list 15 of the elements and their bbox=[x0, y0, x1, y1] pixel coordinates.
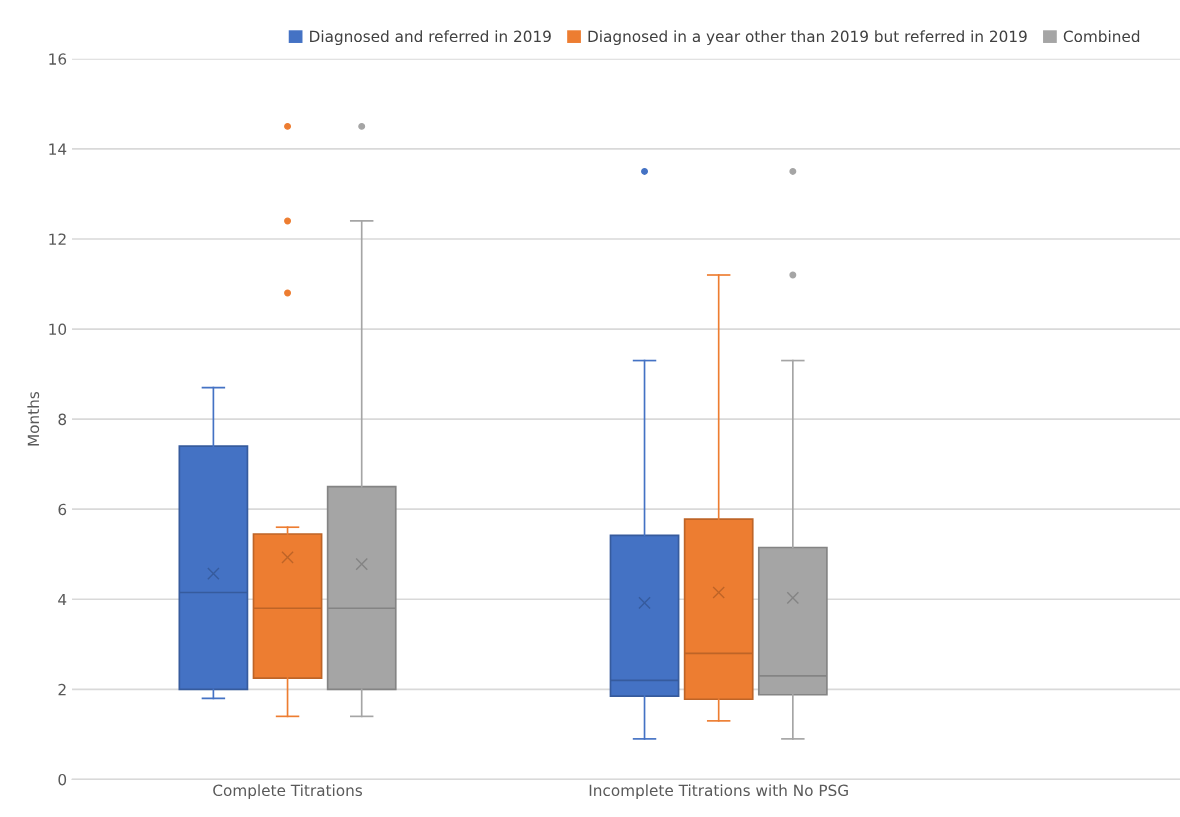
legend-label: Diagnosed and referred in 2019 bbox=[310, 30, 551, 46]
x-tick-label: Incomplete Titrations with No PSG bbox=[589, 784, 848, 800]
y-tick-label: 6 bbox=[58, 503, 67, 516]
y-tick-label: 0 bbox=[58, 773, 67, 786]
y-tick-label: 12 bbox=[49, 233, 66, 245]
x-tick-label: Complete Titrations bbox=[213, 784, 363, 800]
y-tick-label: 8 bbox=[58, 413, 67, 426]
y-tick-label: 16 bbox=[49, 53, 67, 65]
y-axis-title: Months bbox=[27, 391, 40, 446]
y-tick-label: 4 bbox=[58, 593, 67, 606]
legend-label: Diagnosed in a year other than 2019 but referred in 2019 bbox=[588, 30, 1027, 46]
legend-label: Combined bbox=[1063, 30, 1140, 43]
y-tick-label: 14 bbox=[49, 143, 67, 155]
y-tick-label: 10 bbox=[49, 323, 67, 336]
y-tick-label: 2 bbox=[58, 683, 66, 696]
